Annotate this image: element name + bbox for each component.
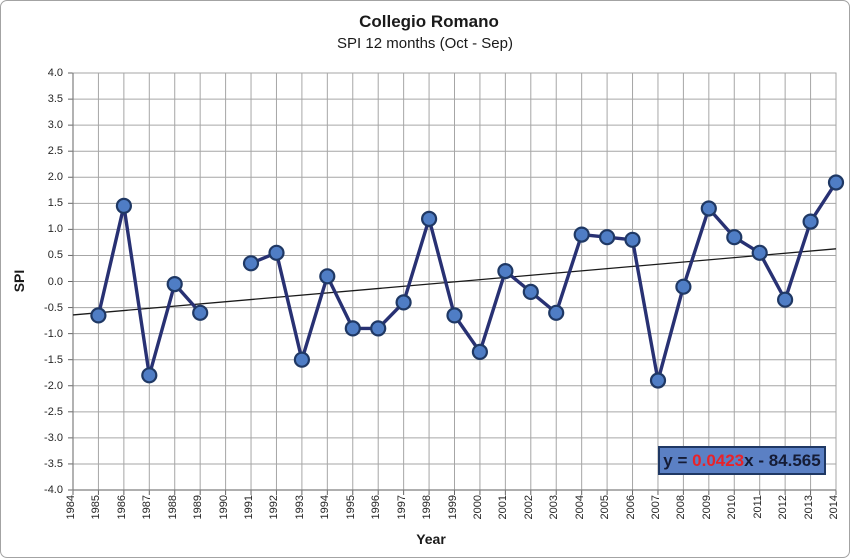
data-point [141,367,158,384]
x-tick-label: 1993 [293,495,306,520]
data-point [242,255,260,272]
data-point [700,200,717,217]
x-tick-label: 1988 [166,495,179,520]
equation-suffix: x - 84.565 [744,451,821,470]
data-point [395,294,412,311]
x-tick-label: 1996 [370,495,383,520]
x-tick-label: 1990 [217,495,230,520]
data-point [522,283,539,300]
x-tick-label: 2010 [726,495,739,520]
x-tick-label: 2005 [599,495,612,520]
data-point [598,229,616,246]
data-point [573,226,590,243]
data-point [370,320,387,337]
y-tick-label: 3.0 [47,119,63,132]
y-tick-label: -4.0 [44,484,63,496]
y-tick-label: 0.0 [47,275,63,288]
y-tick-label: -2.5 [44,405,63,418]
data-point [166,276,183,293]
x-tick-label: 2014 [828,495,840,520]
y-tick-label: -3.0 [44,431,63,444]
trendline-equation-box: y = 0.0423 x - 84.565 [658,446,826,475]
data-point [421,210,438,227]
x-tick-label: 2008 [675,495,688,520]
x-tick-label: 1997 [395,495,408,520]
data-point [776,291,794,308]
x-tick-label: 1999 [446,495,459,520]
data-point [319,268,336,285]
y-tick-label: -2.0 [44,379,63,392]
y-tick-label: 1.5 [47,197,63,210]
data-point [90,307,107,324]
x-tick-label: 2007 [649,495,662,520]
x-tick-label: 2006 [624,495,637,520]
x-tick-label: 2012 [777,495,790,520]
chart-subtitle: SPI 12 months (Oct - Sep) [337,35,513,52]
y-tick-label: -1.0 [44,327,63,340]
data-point [624,231,641,248]
data-point [802,213,819,230]
x-tick-label: 1992 [268,495,281,520]
x-tick-label: 1985 [90,495,103,520]
x-tick-label: 2000 [471,495,484,520]
x-axis-title: Year [416,531,446,547]
equation-prefix: y = [663,451,693,470]
trendline [72,248,837,316]
data-point [115,197,133,214]
x-tick-label: 2003 [548,495,561,520]
x-tick-label: 1987 [141,495,154,520]
data-point [726,229,743,246]
y-tick-label: 1.0 [47,223,63,236]
y-tick-label: -1.5 [44,353,63,366]
data-point [649,372,667,389]
data-point [751,244,768,261]
equation-slope-value: 0.0423 [692,451,745,470]
data-point [497,263,514,280]
data-point [548,304,565,321]
y-tick-label: 3.5 [47,93,63,106]
x-tick-label: 2011 [751,495,764,519]
data-point [293,351,310,368]
y-tick-label: 0.5 [47,249,63,262]
data-point [471,343,488,360]
x-tick-label: 1986 [115,495,128,520]
y-tick-label: -3.5 [44,457,63,470]
x-tick-label: 1994 [319,495,332,520]
y-tick-label: 4.0 [47,67,63,79]
x-tick-label: 1995 [344,495,357,520]
data-point [344,320,361,337]
data-point [675,278,692,295]
data-point [192,304,209,321]
x-tick-label: 1989 [192,495,205,520]
x-tick-label: 2013 [802,495,815,520]
x-tick-label: 1998 [421,495,434,520]
y-tick-label: -0.5 [44,301,63,314]
x-tick-label: 1991 [243,495,256,520]
x-tick-label: 2004 [573,495,586,520]
y-axis-title: SPI [11,269,27,293]
y-tick-label: 2.0 [47,171,63,184]
chart-title: Collegio Romano [359,12,499,31]
x-tick-label: 2001 [497,495,510,520]
x-tick-label: 2002 [522,495,535,520]
data-point [268,244,285,261]
data-point [446,307,463,324]
x-tick-label: 2009 [700,495,713,520]
data-point [827,174,845,191]
y-tick-label: 2.5 [47,145,63,158]
x-tick-label: 1984 [65,495,77,520]
